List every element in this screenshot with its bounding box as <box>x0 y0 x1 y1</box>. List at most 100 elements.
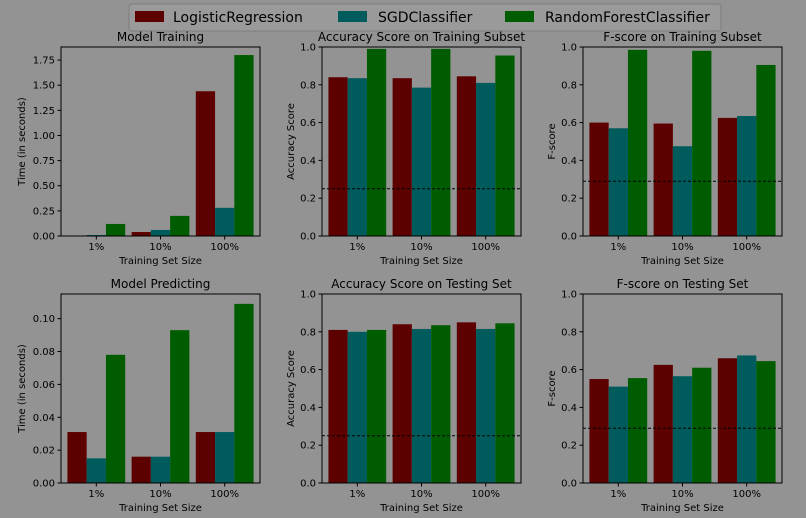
x-tick-label: 10% <box>149 242 171 253</box>
chart-panel-1: 0.00 0.25 0.50 0.75 1.00 1.25 1.50 1.75 1% 10% 100… <box>17 30 261 267</box>
bar-LogisticRegression-1% <box>589 379 609 483</box>
chart-title: F-score on Testing Set <box>617 277 749 291</box>
y-tick-label: 0.4 <box>561 403 577 414</box>
y-tick-label: 0.04 <box>33 413 55 424</box>
x-tick-label: 10% <box>410 242 432 253</box>
bar-SGDClassifier-100% <box>737 355 757 483</box>
y-tick-label: 1.25 <box>33 106 55 117</box>
bar-SGDClassifier-10% <box>411 328 432 483</box>
x-axis-label: Training Set Size <box>118 256 202 267</box>
y-tick-label: 0.6 <box>561 118 577 129</box>
bar-SGDClassifier-100% <box>215 432 235 483</box>
y-tick-label: 1.00 <box>33 131 55 142</box>
y-tick-label: 0.2 <box>561 194 577 205</box>
y-tick-label: 0.06 <box>33 380 55 391</box>
y-tick-label: 0.0 <box>300 232 316 243</box>
y-axis-label: Accuracy Score <box>286 103 297 180</box>
y-tick-label: 0.8 <box>300 327 316 338</box>
y-tick-label: 0.08 <box>33 347 55 358</box>
bar-LogisticRegression-10% <box>131 456 151 483</box>
y-tick-label: 1.50 <box>33 81 55 92</box>
bar-LogisticRegression-100% <box>717 117 738 237</box>
bar-LogisticRegression-1% <box>328 329 348 483</box>
y-axis-label: Accuracy Score <box>286 350 297 427</box>
legend-box <box>128 3 722 32</box>
bar-RandomForestClassifier-1% <box>105 223 126 236</box>
y-tick-label: 0.2 <box>300 441 316 452</box>
legend-label-RandomForestClassifier: RandomForestClassifier <box>545 10 710 26</box>
y-tick-label: 0.10 <box>33 314 55 325</box>
x-axis-label: Training Set Size <box>379 503 463 514</box>
legend-label-LogisticRegression: LogisticRegression <box>173 10 303 26</box>
x-tick-label: 100% <box>732 242 761 253</box>
bar-SGDClassifier-1% <box>347 331 367 483</box>
chart-title: F-score on Training Subset <box>603 30 762 44</box>
bar-SGDClassifier-1% <box>347 78 367 236</box>
y-tick-label: 0.00 <box>33 232 55 243</box>
y-axis-label: F-score <box>547 370 558 406</box>
chart-panel-2: 0.0 0.2 0.4 0.6 0.8 1.0 1% 10% 100% Accuracy Scor… <box>286 30 525 267</box>
chart-title: Model Training <box>117 30 204 44</box>
legend: LogisticRegression SGDClassifier RandomFor… <box>128 3 722 32</box>
bar-LogisticRegression-10% <box>392 324 412 483</box>
y-tick-label: 0.0 <box>300 479 316 490</box>
bar-SGDClassifier-1% <box>608 386 628 483</box>
y-tick-label: 0.8 <box>561 80 577 91</box>
x-tick-label: 10% <box>671 242 693 253</box>
bar-RandomForestClassifier-100% <box>756 64 776 236</box>
x-tick-label: 100% <box>471 489 500 500</box>
chart-panel-5: 0.0 0.2 0.4 0.6 0.8 1.0 1% 10% 100% Accuracy Scor… <box>286 277 522 514</box>
legend-swatch-LogisticRegression <box>135 11 164 22</box>
bar-RandomForestClassifier-1% <box>366 48 387 236</box>
y-tick-label: 0.6 <box>300 365 316 376</box>
bar-SGDClassifier-100% <box>476 328 496 483</box>
chart-panel-6: 0.0 0.2 0.4 0.6 0.8 1.0 1% 10% 100% F-score on Te… <box>547 277 783 514</box>
y-axis-label: F-score <box>547 123 558 159</box>
bar-RandomForestClassifier-100% <box>495 323 515 483</box>
bar-LogisticRegression-100% <box>195 432 216 483</box>
x-tick-label: 10% <box>149 489 171 500</box>
bar-LogisticRegression-100% <box>456 322 477 483</box>
x-axis-label: Training Set Size <box>118 503 202 514</box>
bar-RandomForestClassifier-100% <box>234 55 254 236</box>
bar-SGDClassifier-1% <box>86 234 106 236</box>
chart-title: Accuracy Score on Training Subset <box>318 30 525 44</box>
bar-SGDClassifier-1% <box>608 128 628 236</box>
x-axis-label: Training Set Size <box>379 256 463 267</box>
y-tick-label: 0.75 <box>33 156 55 167</box>
chart-title: Model Predicting <box>111 277 211 291</box>
x-tick-label: 1% <box>610 489 626 500</box>
x-tick-label: 1% <box>610 242 626 253</box>
y-tick-label: 0.8 <box>561 327 577 338</box>
x-axis-label: Training Set Size <box>640 503 724 514</box>
x-tick-label: 1% <box>349 242 365 253</box>
bar-LogisticRegression-100% <box>456 76 477 236</box>
legend-swatch-RandomForestClassifier <box>505 11 534 22</box>
bar-RandomForestClassifier-1% <box>366 329 387 483</box>
x-tick-label: 1% <box>88 242 104 253</box>
y-tick-label: 0.0 <box>561 232 577 243</box>
x-axis-label: Training Set Size <box>640 256 724 267</box>
x-tick-label: 100% <box>471 242 500 253</box>
y-tick-label: 0.4 <box>300 403 316 414</box>
bar-RandomForestClassifier-1% <box>627 49 648 237</box>
bar-LogisticRegression-1% <box>328 77 348 237</box>
x-tick-label: 1% <box>349 489 365 500</box>
chart-panel-4: 0.00 0.02 0.04 0.06 0.08 0.10 1% 10% 100% Model P… <box>17 277 261 514</box>
bar-RandomForestClassifier-1% <box>105 354 126 483</box>
x-tick-label: 1% <box>88 489 104 500</box>
bar-LogisticRegression-100% <box>195 91 216 236</box>
y-tick-label: 0.00 <box>33 479 55 490</box>
y-tick-label: 1.0 <box>300 43 316 54</box>
chart-panel-3: 0.0 0.2 0.4 0.6 0.8 1.0 1% 10% 100% F-score on Tr… <box>547 30 783 267</box>
x-tick-label: 100% <box>210 489 239 500</box>
bar-SGDClassifier-10% <box>411 87 432 236</box>
y-tick-label: 1.0 <box>561 290 577 301</box>
bar-RandomForestClassifier-100% <box>495 55 515 236</box>
bar-RandomForestClassifier-10% <box>431 48 451 236</box>
bar-RandomForestClassifier-10% <box>692 50 712 236</box>
bar-LogisticRegression-1% <box>67 432 87 483</box>
y-tick-label: 1.75 <box>33 56 55 67</box>
y-tick-label: 1.0 <box>561 43 577 54</box>
